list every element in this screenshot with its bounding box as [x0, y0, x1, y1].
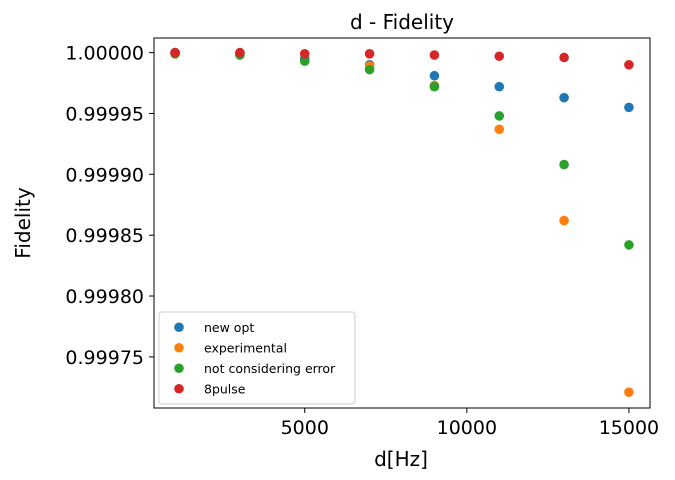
point-series-3: [624, 59, 634, 70]
y-tick-label: 0.99990: [65, 164, 144, 186]
legend: new opt experimental not considering error…: [158, 311, 356, 405]
legend-label: new opt: [204, 320, 254, 335]
legend-box: [158, 311, 356, 405]
legend-marker: [174, 383, 184, 394]
data-points: [170, 47, 634, 397]
point-series-3: [494, 51, 505, 62]
x-tick-label: 10000: [437, 417, 497, 439]
x-axis: 5000 10000 15000: [281, 408, 659, 439]
legend-marker: [174, 322, 184, 333]
point-series-2: [299, 56, 310, 66]
legend-marker: [174, 342, 184, 353]
y-tick-label: 0.99995: [65, 103, 144, 125]
point-series-0: [494, 81, 505, 92]
point-series-0: [559, 92, 569, 103]
point-series-0: [624, 102, 634, 113]
y-axis: 0.99975 0.99980 0.99985 0.99990 0.99995 1.000…: [65, 43, 154, 369]
x-tick-label: 5000: [281, 417, 329, 439]
point-series-2: [364, 64, 375, 75]
point-series-1: [494, 124, 505, 135]
legend-label: 8pulse: [204, 381, 246, 396]
y-tick-label: 0.99975: [65, 347, 144, 369]
point-series-2: [624, 240, 634, 250]
point-series-0: [429, 70, 440, 81]
x-tick-label: 15000: [599, 417, 659, 439]
y-tick-label: 1.00000: [65, 43, 144, 65]
chart-title: d - Fidelity: [350, 10, 454, 34]
point-series-2: [494, 111, 505, 121]
point-series-3: [559, 52, 569, 63]
y-tick-label: 0.99985: [65, 225, 144, 247]
x-axis-title: d[Hz]: [374, 447, 428, 471]
y-tick-label: 0.99980: [65, 286, 144, 308]
point-series-2: [429, 81, 440, 92]
point-series-3: [299, 49, 310, 59]
point-series-2: [559, 159, 569, 170]
point-series-1: [624, 387, 634, 397]
legend-label: not considering error: [204, 361, 336, 376]
point-series-3: [364, 49, 375, 59]
point-series-3: [235, 47, 245, 58]
point-series-3: [429, 50, 440, 60]
point-series-1: [559, 215, 569, 226]
legend-marker: [174, 363, 184, 374]
y-axis-title: Fidelity: [11, 187, 35, 259]
legend-label: experimental: [204, 340, 287, 355]
point-series-3: [170, 47, 180, 58]
